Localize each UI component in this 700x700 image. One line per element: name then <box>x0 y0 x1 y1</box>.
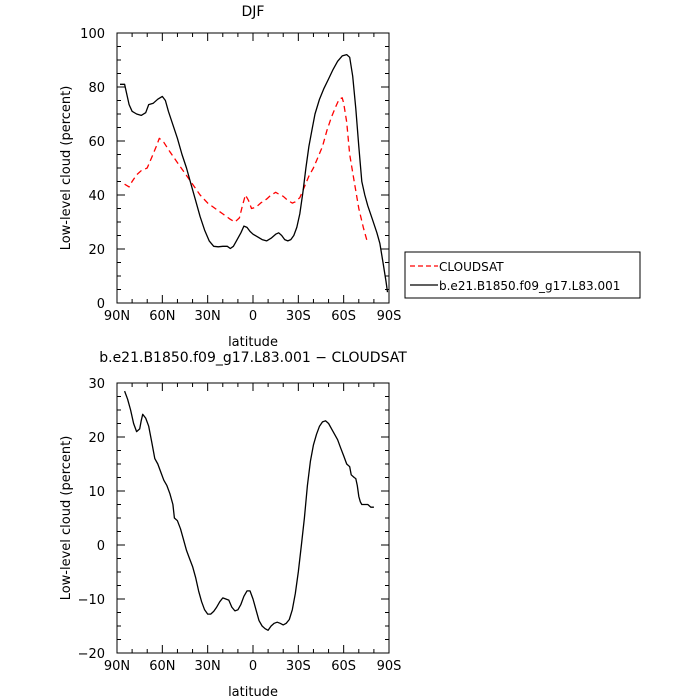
chart-title: b.e21.B1850.f09_g17.L83.001 − CLOUDSAT <box>99 350 407 366</box>
series-line-0 <box>124 97 369 244</box>
x-tick-label: 60S <box>331 659 356 674</box>
x-tick-label: 60N <box>149 659 175 674</box>
chart-title: DJF <box>242 4 265 20</box>
x-tick-label: 90S <box>377 659 402 674</box>
x-tick-label: 30N <box>195 659 221 674</box>
top-panel: DJF 90N 60N 30N 0 30S 60S 90S latitude 0 20 40 60 80 1… <box>59 4 401 350</box>
legend-label: CLOUDSAT <box>439 260 504 274</box>
y-tick-label: 20 <box>88 243 105 258</box>
x-axis-label: latitude <box>228 335 278 350</box>
y-tick-label: 20 <box>88 431 105 446</box>
series-line-0 <box>123 390 374 631</box>
y-tick-label: 10 <box>88 485 105 500</box>
x-tick-label: 30S <box>286 309 311 324</box>
x-tick-label: 60N <box>149 309 175 324</box>
x-axis-label: latitude <box>228 685 278 700</box>
x-tick-label: 0 <box>249 309 257 324</box>
y-tick-label: 0 <box>97 297 105 312</box>
x-tick-label: 60S <box>331 309 356 324</box>
series-line-1 <box>120 53 389 293</box>
plot-frame <box>116 382 390 654</box>
plot-frame <box>116 32 390 304</box>
y-tick-label: 100 <box>80 27 105 42</box>
y-axis-label: Low-level cloud (percent) <box>59 436 74 601</box>
legend-label: b.e21.B1850.f09_g17.L83.001 <box>439 279 620 293</box>
x-tick-label: 90S <box>377 309 402 324</box>
x-tick-label: 90N <box>104 659 130 674</box>
x-tick-label: 30N <box>195 309 221 324</box>
y-tick-label: −20 <box>78 647 105 662</box>
x-tick-label: 0 <box>249 659 257 674</box>
y-tick-label: 40 <box>88 189 105 204</box>
bottom-panel: b.e21.B1850.f09_g17.L83.001 − CLOUDSAT 90… <box>59 350 407 700</box>
y-tick-label: 30 <box>88 377 105 392</box>
y-axis-label: Low-level cloud (percent) <box>59 86 74 251</box>
legend-box <box>404 251 641 299</box>
y-tick-label: 0 <box>97 539 105 554</box>
x-tick-label: 30S <box>286 659 311 674</box>
y-tick-label: 80 <box>88 81 105 96</box>
y-tick-label: −10 <box>78 593 105 608</box>
legend: CLOUDSAT b.e21.B1850.f09_g17.L83.001 <box>404 251 641 299</box>
y-tick-label: 60 <box>88 135 105 150</box>
x-tick-label: 90N <box>104 309 130 324</box>
